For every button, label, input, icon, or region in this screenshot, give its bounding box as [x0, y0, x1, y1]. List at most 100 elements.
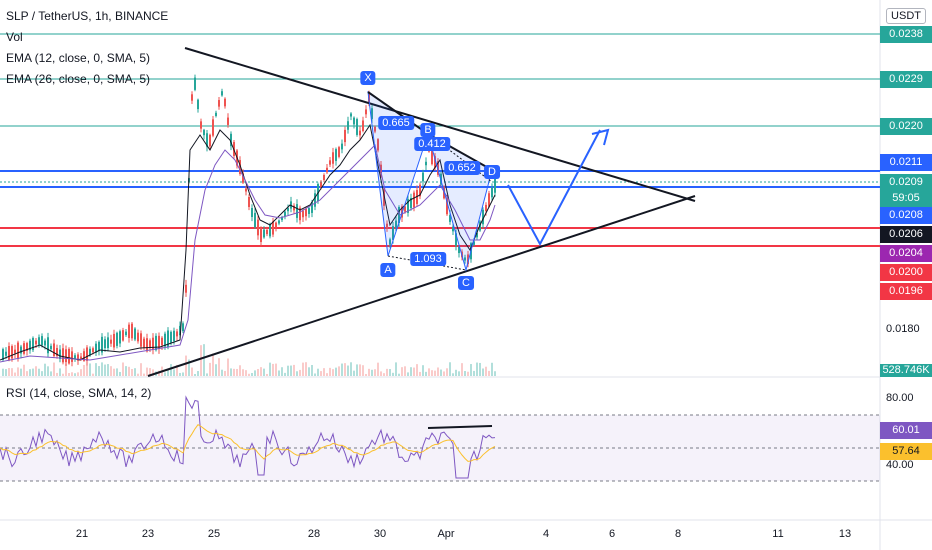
volume-bar [299, 369, 301, 376]
volume-bar [302, 362, 304, 376]
point-x-label[interactable]: X [360, 71, 376, 85]
rsi-ma-line [0, 424, 496, 462]
volume-bar [86, 365, 88, 376]
rsi-line [0, 395, 496, 479]
volume-bar [47, 366, 49, 376]
volume-bar [5, 369, 7, 376]
triangle-lower-line [147, 195, 696, 377]
volume-bar [134, 368, 136, 376]
volume-bar [173, 369, 175, 376]
ratio-abc-label[interactable]: 0.412 [414, 137, 450, 151]
ratio-bcd-label[interactable]: 0.652 [444, 161, 480, 175]
price-label-0220: 0.0220 [880, 118, 932, 135]
volume-bar [20, 368, 22, 376]
volume-bar [458, 371, 460, 376]
x-label-6: 6 [608, 528, 616, 540]
volume-bar [152, 369, 154, 376]
volume-bar [185, 355, 187, 376]
volume-bar [491, 362, 493, 376]
price-label-0208: 0.0208 [880, 207, 932, 224]
volume-bar [191, 367, 193, 376]
x-label-11: 11 [772, 528, 784, 540]
volume-bar [419, 371, 421, 376]
volume-bar [281, 367, 283, 376]
volume-bar [470, 364, 472, 376]
volume-bar [188, 359, 190, 376]
volume-bar [83, 364, 85, 376]
volume-bar [122, 362, 124, 376]
symbol-title[interactable]: SLP / TetherUS, 1h, BINANCE [6, 9, 169, 23]
volume-bar [164, 372, 166, 376]
volume-bar [437, 367, 439, 376]
vol-indicator-label[interactable]: Vol [6, 30, 23, 44]
axis-price-label: 0.0180 [886, 323, 920, 335]
price-label-0211: 0.0211 [880, 154, 932, 171]
ema-26-line [0, 144, 496, 363]
x-label-21: 21 [75, 528, 89, 540]
volume-bar [404, 366, 406, 376]
volume-bar [209, 362, 211, 376]
volume-bar [353, 370, 355, 376]
price-label-0204: 0.0204 [880, 245, 932, 262]
volume-bar [80, 369, 82, 376]
volume-bar [116, 368, 118, 376]
volume-bar [314, 373, 316, 376]
volume-bar [272, 363, 274, 376]
rsi-divergence-line [427, 425, 493, 429]
volume-bar [275, 363, 277, 376]
volume-bar [326, 373, 328, 376]
volume-bar [434, 370, 436, 376]
x-label-4: 4 [542, 528, 550, 540]
volume-bar [473, 370, 475, 376]
triangle-upper-line [184, 47, 696, 202]
volume-bar [332, 369, 334, 376]
ema-26-label[interactable]: EMA (26, close, 0, SMA, 5) [6, 72, 151, 86]
volume-bar [425, 371, 427, 376]
volume-bar [227, 358, 229, 376]
volume-bar [179, 372, 181, 376]
volume-bar [77, 372, 79, 376]
volume-bar [131, 368, 133, 376]
volume-bar [125, 366, 127, 376]
volume-bar [347, 365, 349, 376]
volume-bar [422, 365, 424, 376]
point-a-label[interactable]: A [380, 263, 396, 277]
volume-bar [401, 367, 403, 376]
bcd-triangle [427, 132, 493, 272]
volume-bar [257, 369, 259, 376]
volume-bar [290, 365, 292, 376]
volume-bar [266, 373, 268, 376]
volume-bar [494, 371, 496, 376]
x-label-13: 13 [838, 528, 852, 540]
point-c-label[interactable]: C [458, 276, 474, 290]
volume-bar [317, 368, 319, 376]
volume-bar [461, 363, 463, 376]
volume-bar [146, 367, 148, 376]
volume-bar [305, 362, 307, 376]
currency-badge[interactable]: USDT [886, 8, 926, 24]
volume-bar [359, 364, 361, 376]
point-d-label[interactable]: D [484, 165, 500, 179]
volume-bar [329, 367, 331, 376]
rsi-axis-80: 80.00 [886, 392, 914, 404]
volume-bar [92, 373, 94, 376]
price-label-0206: 0.0206 [880, 226, 932, 243]
volume-bar [17, 367, 19, 376]
volume-bar [293, 364, 295, 376]
point-b-label[interactable]: B [420, 123, 436, 137]
volume-bar [350, 362, 352, 376]
ratio-xad-label[interactable]: 1.093 [410, 252, 446, 266]
volume-bar [455, 369, 457, 376]
volume-bar [59, 368, 61, 376]
ema-12-label[interactable]: EMA (12, close, 0, SMA, 5) [6, 51, 151, 65]
volume-bar [431, 370, 433, 376]
volume-bar [239, 365, 241, 376]
volume-bar [296, 371, 298, 376]
x-label-28: 28 [307, 528, 321, 540]
volume-bar [35, 366, 37, 376]
ratio-xab-label[interactable]: 0.665 [378, 116, 414, 130]
rsi-legend[interactable]: RSI (14, close, SMA, 14, 2) [6, 386, 152, 400]
volume-bar [110, 366, 112, 376]
volume-bar [11, 368, 13, 376]
